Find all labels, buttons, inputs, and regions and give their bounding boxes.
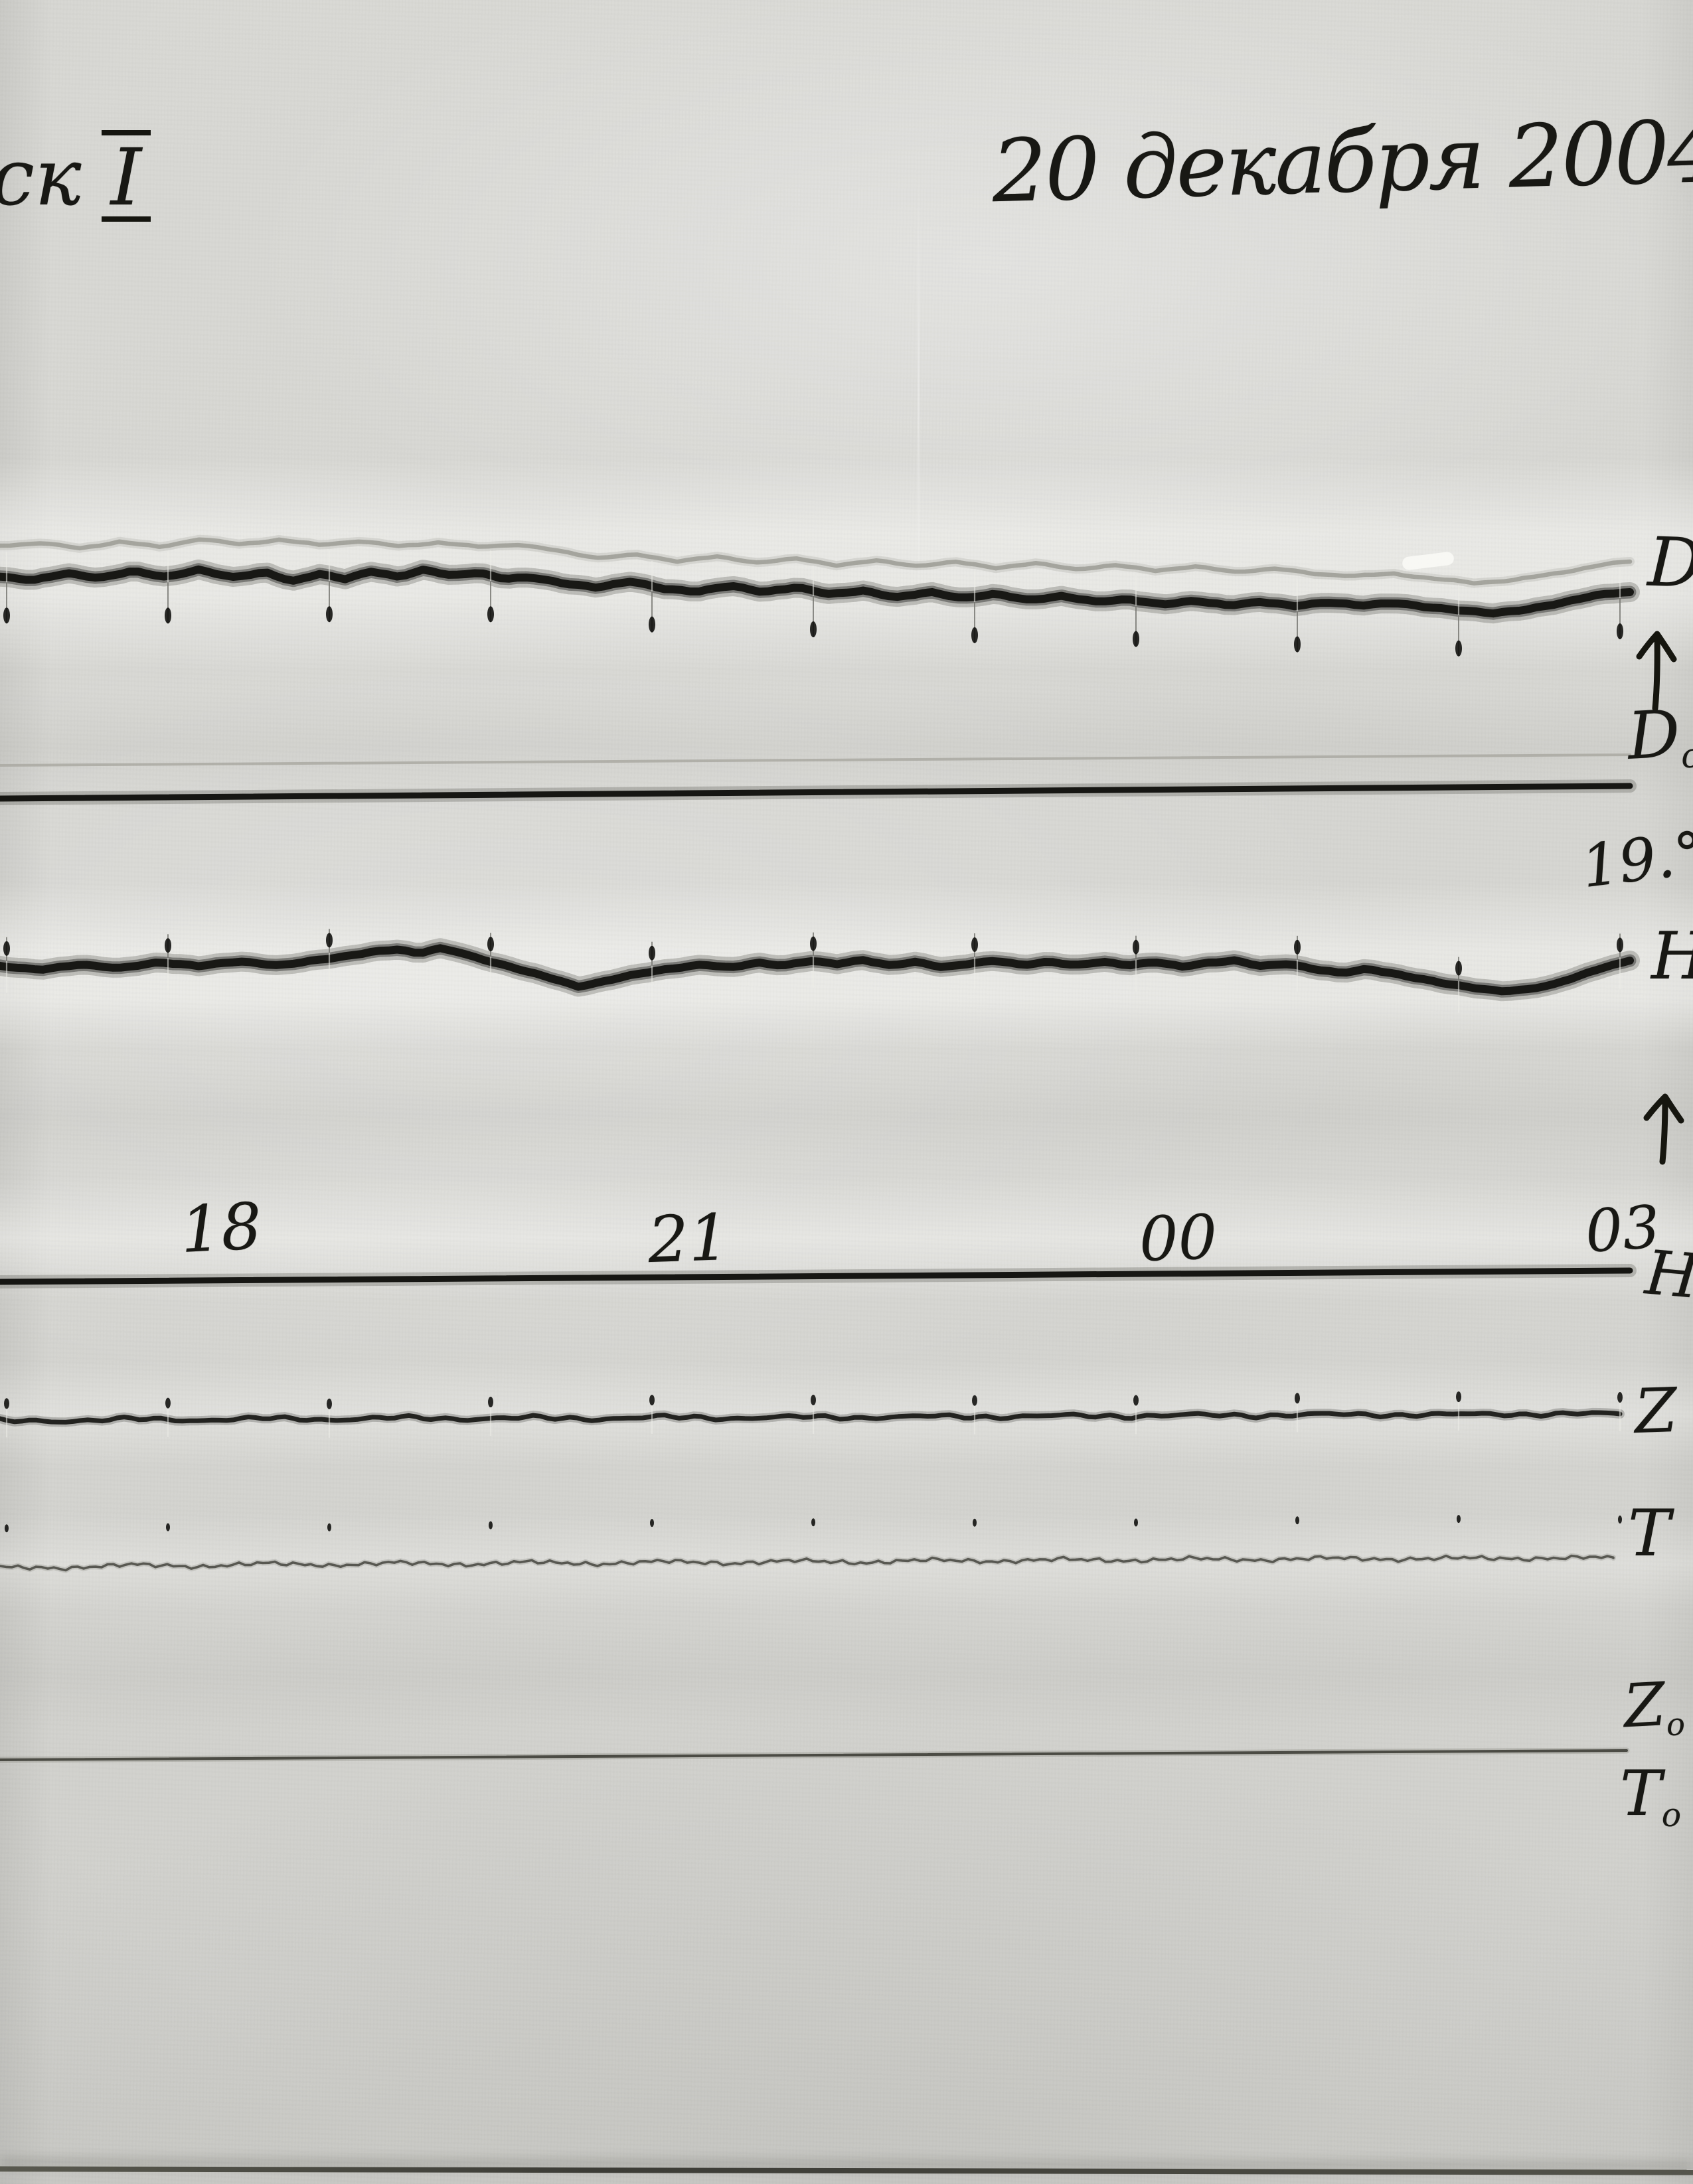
trace-label-z0: Zo — [1622, 1670, 1686, 1744]
trace-label-d0-text: D — [1625, 696, 1682, 775]
hour-label-18: 18 — [179, 1189, 264, 1267]
hour-label-00-text: 00 — [1138, 1201, 1218, 1276]
hour-label-00: 00 — [1138, 1202, 1218, 1275]
trace-label-z-text: Z — [1633, 1374, 1678, 1448]
declination-scale-value: 19.°2 — [1578, 814, 1693, 901]
trace-label-h0: Ho — [1643, 1237, 1693, 1316]
hour-label-18-text: 18 — [179, 1188, 264, 1268]
trace-label-d0-sub: o — [1680, 736, 1693, 777]
station-name-fragment: скI — [0, 130, 151, 222]
trace-label-t0: To — [1620, 1763, 1681, 1832]
station-text: ск — [0, 131, 82, 223]
trace-label-h0-text: H — [1643, 1237, 1693, 1313]
trace-label-z0-sub: o — [1665, 1707, 1686, 1744]
date-text: 20 декабря 2004 — [991, 100, 1693, 222]
hour-label-21-text: 21 — [647, 1200, 731, 1278]
trace-label-t0-sub: o — [1661, 1796, 1682, 1835]
up-arrow-icon — [1639, 1087, 1693, 1170]
trace-label-z0-text: Z — [1622, 1670, 1667, 1742]
station-numeral: I — [101, 130, 151, 222]
trace-label-t: T — [1628, 1502, 1670, 1565]
trace-label-d-text: D — [1646, 522, 1693, 604]
hour-label-21: 21 — [647, 1200, 730, 1277]
trace-label-z: Z — [1633, 1375, 1678, 1447]
trace-label-t0-text: T — [1620, 1758, 1662, 1830]
trace-label-t-text: T — [1628, 1496, 1671, 1571]
trace-label-d0: Do — [1626, 696, 1693, 777]
trace-label-h: H — [1651, 924, 1693, 989]
trace-label-h-text: H — [1651, 919, 1693, 994]
trace-label-d: D — [1647, 523, 1693, 604]
date-annotation: 20 декабря 2004 — [991, 101, 1693, 222]
